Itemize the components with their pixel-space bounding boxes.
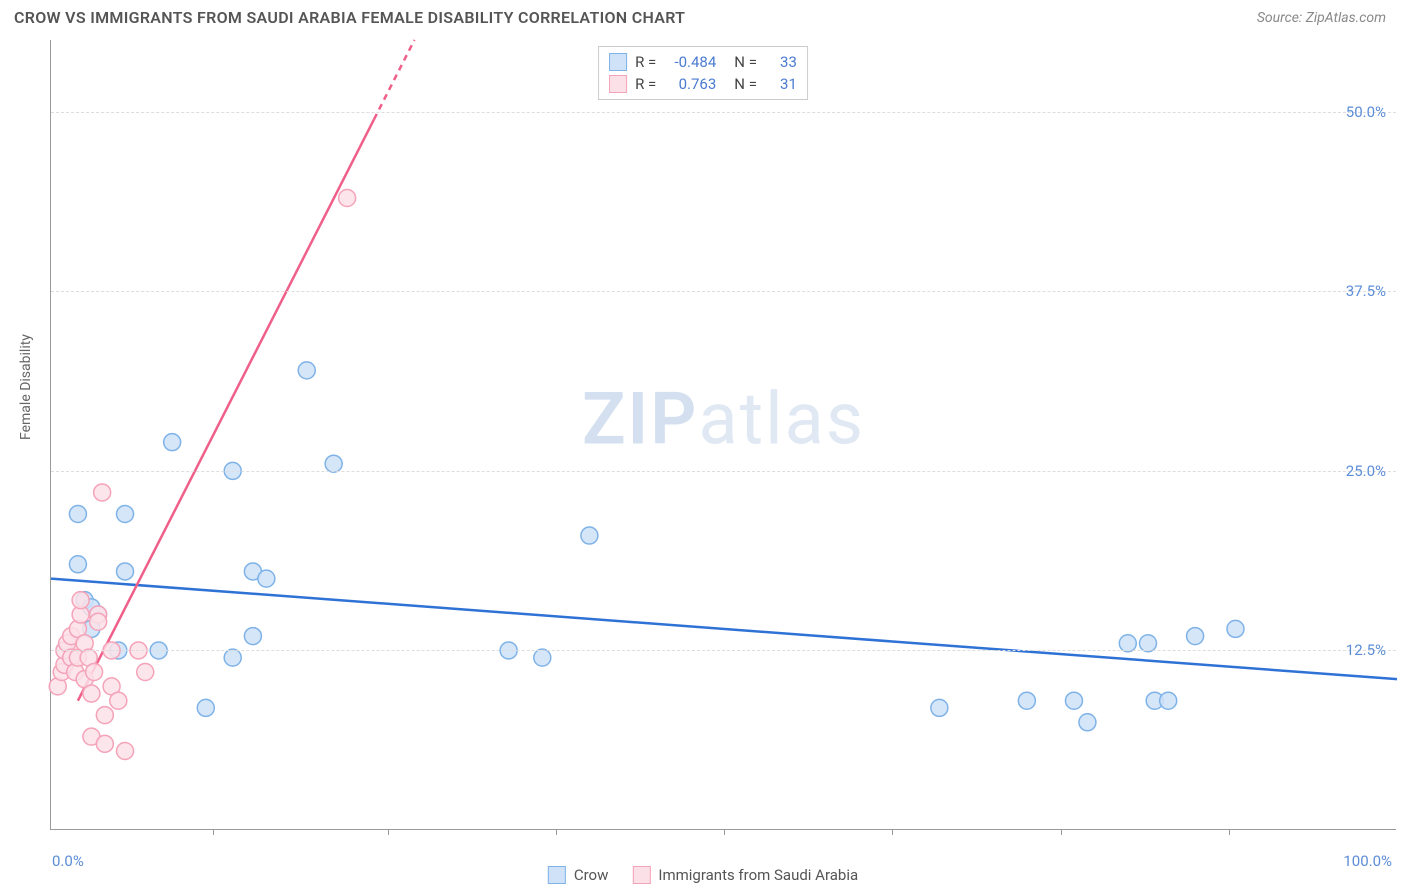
x-tick — [1229, 829, 1230, 835]
n-value: 33 — [769, 53, 797, 71]
x-max-label: 100.0% — [1343, 852, 1392, 870]
source-label: Source: ZipAtlas.com — [1257, 10, 1386, 26]
y-axis-title: Female Disability — [18, 334, 34, 440]
r-value: 0.763 — [668, 75, 716, 93]
r-value: -0.484 — [668, 53, 716, 71]
legend-swatch — [548, 866, 566, 884]
scatter-svg — [51, 40, 1396, 829]
legend-label: Crow — [574, 866, 609, 884]
x-min-label: 0.0% — [52, 852, 84, 870]
stats-legend: R = -0.484 N = 33 R = 0.763 N = 31 — [598, 46, 808, 100]
stats-legend-row: R = -0.484 N = 33 — [609, 51, 797, 73]
legend-swatch — [632, 866, 650, 884]
chart-plot-area: ZIPatlas 12.5%25.0%37.5%50.0% — [50, 40, 1396, 830]
x-tick — [892, 829, 893, 835]
legend-label: Immigrants from Saudi Arabia — [658, 866, 858, 884]
r-label: R = — [635, 53, 656, 71]
stats-legend-row: R = 0.763 N = 31 — [609, 73, 797, 95]
n-value: 31 — [769, 75, 797, 93]
gridline — [51, 471, 1396, 472]
x-tick — [213, 829, 214, 835]
chart-title: CROW VS IMMIGRANTS FROM SAUDI ARABIA FEM… — [14, 8, 685, 27]
gridline — [51, 291, 1396, 292]
legend-swatch — [609, 53, 627, 71]
gridline — [51, 112, 1396, 113]
legend-swatch — [609, 75, 627, 93]
y-tick-label: 37.5% — [1346, 282, 1386, 300]
x-tick — [388, 829, 389, 835]
n-label: N = — [734, 75, 757, 93]
n-label: N = — [734, 53, 757, 71]
legend-item: Immigrants from Saudi Arabia — [632, 866, 858, 884]
x-tick — [556, 829, 557, 835]
gridline — [51, 650, 1396, 651]
y-tick-label: 50.0% — [1346, 103, 1386, 121]
r-label: R = — [635, 75, 656, 93]
x-tick — [1061, 829, 1062, 835]
series-legend: Crow Immigrants from Saudi Arabia — [548, 866, 858, 884]
x-tick — [724, 829, 725, 835]
legend-item: Crow — [548, 866, 609, 884]
y-tick-label: 12.5% — [1346, 641, 1386, 659]
y-tick-label: 25.0% — [1346, 462, 1386, 480]
